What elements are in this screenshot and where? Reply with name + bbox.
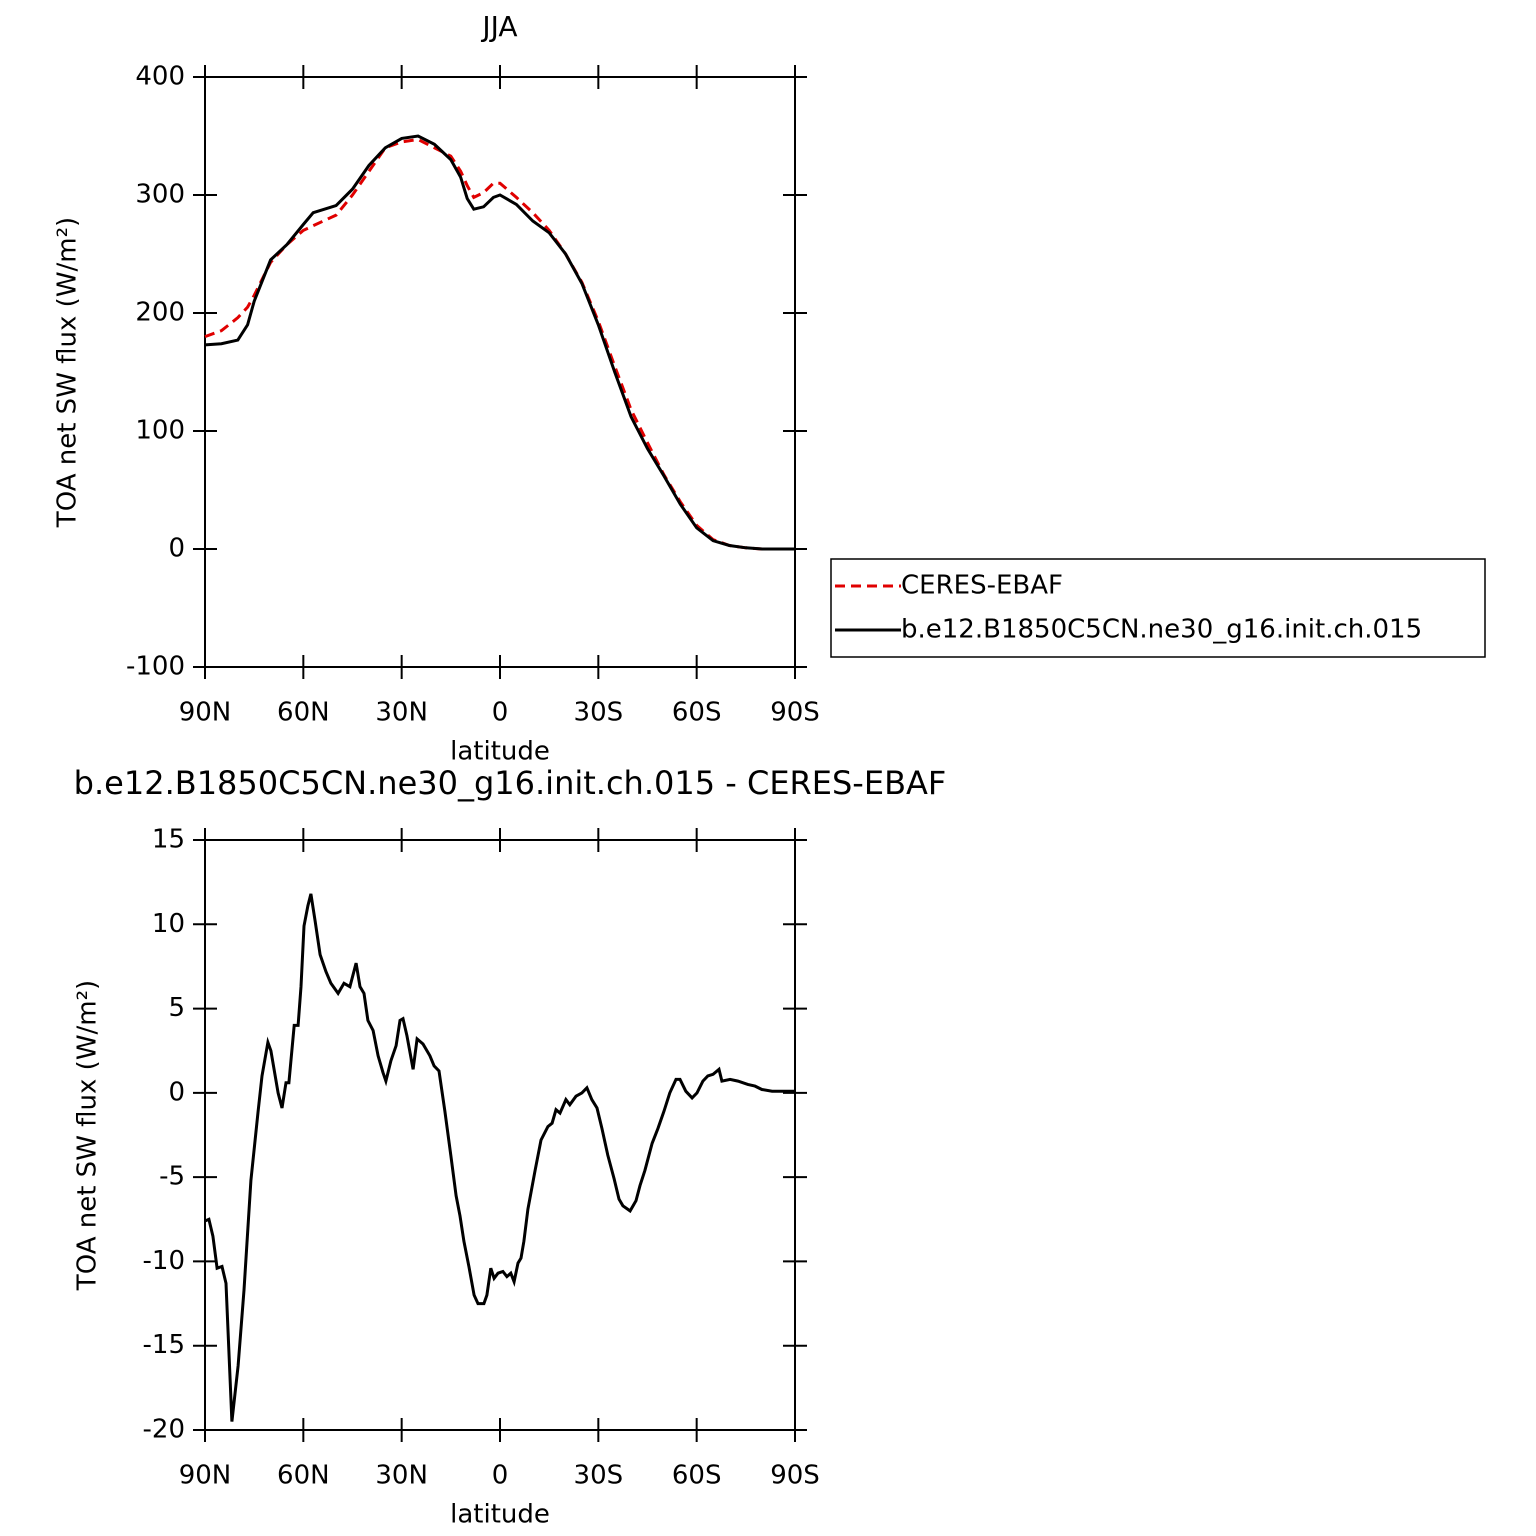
y-tick-label: 0 [168,1077,185,1107]
x-tick-label: 60S [672,1461,722,1491]
x-tick-label: 90S [770,698,820,728]
y-tick-label: -100 [126,652,185,682]
y-tick-label: 400 [135,62,185,92]
x-axis-label: latitude [450,1500,550,1530]
x-tick-label: 30N [375,698,428,728]
legend-box [830,558,1486,658]
x-tick-label: 0 [492,1461,509,1491]
x-tick-label: 60N [277,698,330,728]
x-tick-label: 30S [574,698,624,728]
y-axis-label: TOA net SW flux (W/m²) [53,217,83,528]
plot-frame [204,76,796,668]
y-tick-label: 15 [152,825,185,855]
chart-title: b.e12.B1850C5CN.ne30_g16.init.ch.015 - C… [74,764,947,802]
y-tick-label: 5 [168,993,185,1023]
legend-label: CERES-EBAF [901,571,1063,601]
y-tick-label: -15 [143,1330,185,1360]
legend-label: b.e12.B1850C5CN.ne30_g16.init.ch.015 [901,615,1422,645]
x-axis-label: latitude [450,737,550,767]
y-tick-label: 200 [135,298,185,328]
x-tick-label: 60N [277,1461,330,1491]
y-tick-label: 10 [152,909,185,939]
y-tick-label: -5 [159,1162,185,1192]
y-axis-label: TOA net SW flux (W/m²) [73,980,103,1291]
y-tick-label: 300 [135,180,185,210]
x-tick-label: 90S [770,1461,820,1491]
x-tick-label: 90N [179,1461,232,1491]
series-line [204,137,795,551]
x-tick-label: 30S [574,1461,624,1491]
x-tick-label: 60S [672,698,722,728]
y-tick-label: 0 [168,534,185,564]
chart-title: JJA [480,10,517,43]
plot-frame [204,839,796,1431]
x-tick-label: 0 [492,698,509,728]
x-tick-label: 90N [179,698,232,728]
y-tick-label: 100 [135,416,185,446]
series-line [204,893,795,1422]
series-line [204,134,795,551]
y-tick-label: -20 [143,1415,185,1445]
y-tick-label: -10 [143,1246,185,1276]
x-tick-label: 30N [375,1461,428,1491]
